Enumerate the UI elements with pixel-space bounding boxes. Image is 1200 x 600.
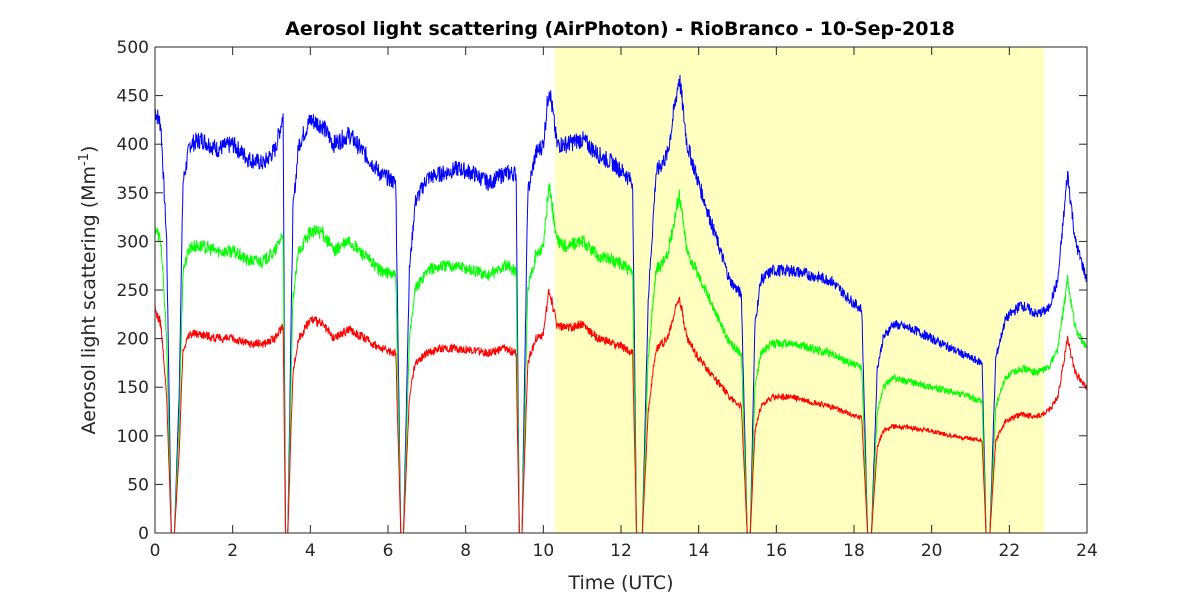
chart-title: Aerosol light scattering (AirPhoton) - R… xyxy=(285,18,955,40)
y-tick-label: 150 xyxy=(117,378,149,398)
y-axis: 0 50 100 150 200 250 300 350 400 450 500 xyxy=(117,38,1087,544)
series-line-green xyxy=(154,183,1088,534)
x-tick-label: 16 xyxy=(766,541,788,561)
y-tick-label: 50 xyxy=(127,475,149,495)
y-tick-label: 250 xyxy=(117,281,149,301)
x-tick-label: 18 xyxy=(843,541,865,561)
x-tick-label: 2 xyxy=(227,541,238,561)
y-tick-label: 0 xyxy=(138,524,149,544)
x-tick-label: 22 xyxy=(999,541,1021,561)
series-line-blue xyxy=(154,74,1088,534)
y-tick-label: 350 xyxy=(117,184,149,204)
y-tick-label: 400 xyxy=(117,135,149,155)
x-tick-label: 12 xyxy=(610,541,632,561)
y-axis-label-close: ) xyxy=(78,146,100,153)
x-tick-label: 20 xyxy=(921,541,943,561)
x-tick-label: 6 xyxy=(383,541,394,561)
x-axis: 0 2 4 6 8 10 12 14 16 18 20 22 24 xyxy=(150,47,1098,561)
x-tick-label: 0 xyxy=(150,541,161,561)
series-layer xyxy=(154,74,1088,534)
y-tick-label: 300 xyxy=(117,232,149,252)
highlight-span xyxy=(554,47,1045,533)
y-tick-label: 100 xyxy=(117,427,149,447)
y-tick-label: 500 xyxy=(117,38,149,58)
x-tick-label: 14 xyxy=(688,541,710,561)
y-axis-label-superscript: -1 xyxy=(77,153,92,166)
x-tick-label: 24 xyxy=(1076,541,1098,561)
y-axis-label: Aerosol light scattering (Mm-1) xyxy=(77,146,100,435)
y-axis-label-main: Aerosol light scattering (Mm xyxy=(78,166,100,435)
x-axis-label: Time (UTC) xyxy=(567,572,673,594)
y-tick-label: 450 xyxy=(117,87,149,107)
x-tick-label: 4 xyxy=(305,541,316,561)
y-tick-label: 200 xyxy=(117,330,149,350)
x-tick-label: 10 xyxy=(533,541,555,561)
x-tick-label: 8 xyxy=(460,541,471,561)
series-line-red xyxy=(154,288,1088,534)
